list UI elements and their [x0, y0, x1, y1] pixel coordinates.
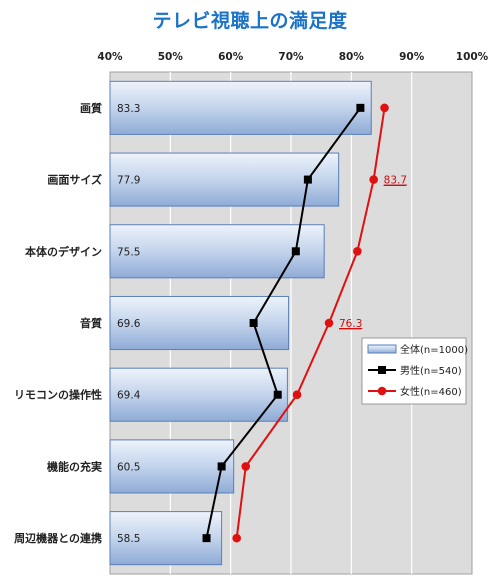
bar-value-label: 60.5 — [117, 461, 140, 473]
x-tick-label: 70% — [278, 51, 304, 63]
category-label: 画面サイズ — [47, 173, 102, 187]
x-axis-ticks: 40% 50% 60% 70% 80% 90% 100% — [97, 51, 488, 63]
bar — [109, 224, 325, 279]
line-series — [202, 103, 389, 543]
x-tick-label: 60% — [218, 51, 244, 63]
category-label: 機能の充実 — [47, 459, 102, 473]
line-point — [249, 319, 258, 327]
line-point — [232, 533, 241, 543]
bar — [109, 439, 235, 494]
bar-value-label: 69.6 — [117, 318, 141, 330]
category-label: 画質 — [80, 101, 102, 115]
bar-value-label: 77.9 — [117, 175, 140, 187]
line-point — [291, 247, 300, 256]
x-tick-label: 100% — [456, 51, 489, 63]
category-label: 本体のデザイン — [25, 244, 102, 258]
category-label: 周辺機器との連携 — [14, 531, 102, 545]
annotation-label: 76.3 — [339, 318, 362, 330]
legend-label: 全体(n=1000) — [400, 343, 468, 356]
x-tick-label: 80% — [339, 51, 365, 63]
legend: 全体(n=1000) 男性(n=540) 女性(n=460) — [361, 337, 468, 405]
chart-title: テレビ視聴上の満足度 — [152, 10, 348, 32]
line-point — [353, 246, 362, 256]
line-point — [369, 175, 378, 184]
legend-label: 女性(n=460) — [400, 385, 462, 398]
bar-value-label: 83.3 — [117, 103, 140, 115]
x-tick-label: 50% — [158, 51, 184, 63]
line-point — [380, 103, 389, 113]
x-tick-label: 90% — [399, 51, 425, 63]
legend-marker — [378, 366, 386, 374]
bar — [109, 367, 288, 422]
legend-label: 男性(n=540) — [400, 364, 462, 377]
bar-value-label: 69.4 — [117, 390, 141, 402]
line-point — [303, 175, 312, 184]
x-tick-label: 40% — [97, 51, 123, 63]
bar — [109, 152, 340, 207]
line-point — [217, 462, 226, 471]
legend-swatch — [367, 344, 397, 354]
line-point — [292, 390, 302, 400]
line-point — [241, 462, 251, 471]
annotation-label: 83.7 — [384, 175, 407, 187]
line-point — [356, 103, 365, 112]
category-label: リモコンの操作性 — [14, 388, 102, 402]
category-label: 音質 — [80, 316, 102, 330]
line-point — [202, 534, 211, 543]
legend-marker — [377, 386, 387, 396]
line-point — [324, 318, 334, 328]
bar-value-label: 75.5 — [117, 246, 140, 258]
annotations: 83.7 76.3 — [339, 175, 407, 330]
line-point — [273, 390, 282, 399]
bar-value-label: 58.5 — [117, 533, 140, 545]
bar — [109, 80, 372, 135]
bar-series: 83.3 77.9 75.5 69.6 69.4 60.5 58.5 — [109, 80, 372, 566]
